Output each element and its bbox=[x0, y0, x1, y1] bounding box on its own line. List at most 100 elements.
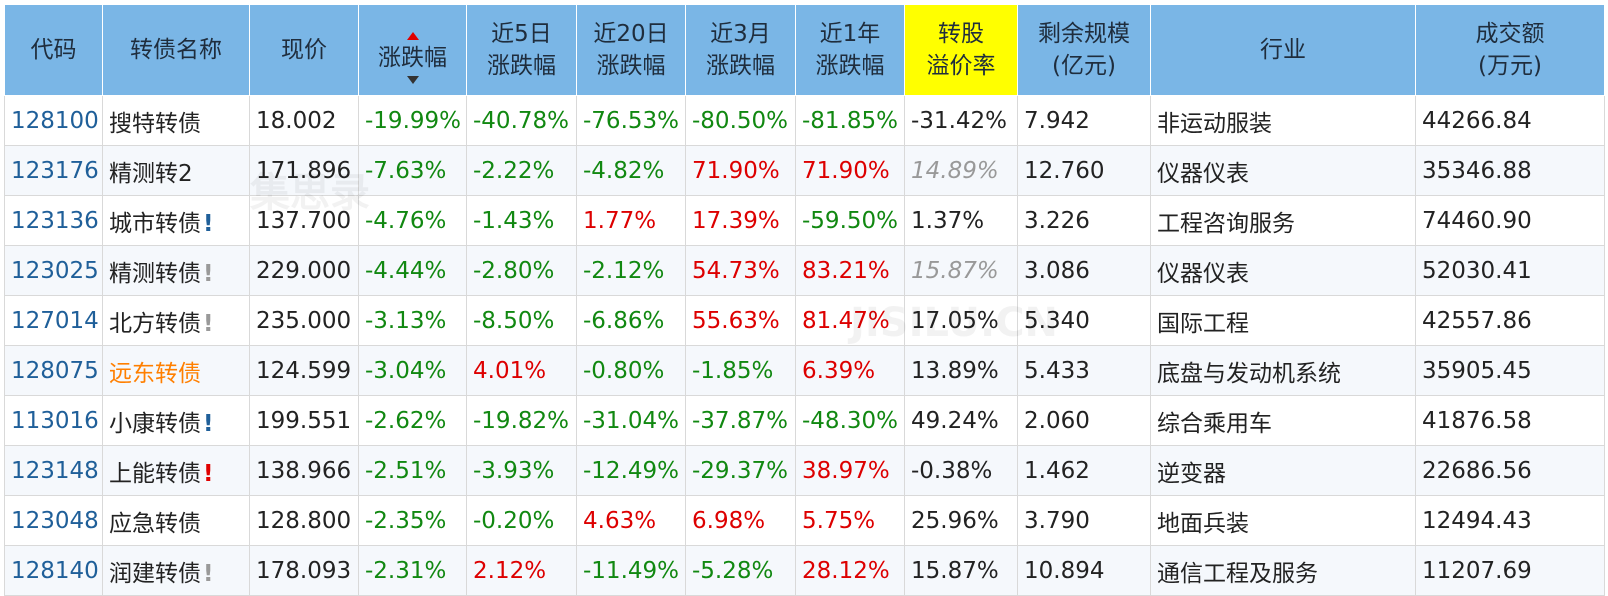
alert-flag-icon[interactable]: ! bbox=[203, 310, 214, 337]
col-header-scale[interactable]: 剩余规模 (亿元) bbox=[1017, 4, 1151, 96]
table-row[interactable]: 123148 上能转债! 138.966 -2.51% -3.93% -12.4… bbox=[4, 445, 1605, 496]
volume-cell: 42557.86 bbox=[1415, 295, 1605, 346]
table-row[interactable]: 123176 精测转2 171.896 -7.63% -2.22% -4.82%… bbox=[4, 145, 1605, 196]
change-cell: -3.13% bbox=[358, 295, 467, 346]
bond-code[interactable]: 113016 bbox=[4, 395, 103, 446]
col-header-1y[interactable]: 近1年 涨跌幅 bbox=[795, 4, 905, 96]
table-row[interactable]: 128075 远东转债 124.599 -3.04% 4.01% -0.80% … bbox=[4, 345, 1605, 396]
alert-flag-icon[interactable]: ! bbox=[203, 210, 214, 237]
volume-cell: 44266.84 bbox=[1415, 95, 1605, 146]
change-20d-cell: -6.86% bbox=[576, 295, 686, 346]
volume-cell: 35346.88 bbox=[1415, 145, 1605, 196]
bond-code[interactable]: 128140 bbox=[4, 545, 103, 596]
change-1y-cell: -48.30% bbox=[795, 395, 905, 446]
table-row[interactable]: 128140 润建转债! 178.093 -2.31% 2.12% -11.49… bbox=[4, 545, 1605, 596]
col-header-20d[interactable]: 近20日 涨跌幅 bbox=[576, 4, 686, 96]
change-5d-cell: -8.50% bbox=[466, 295, 577, 346]
col-header-3m[interactable]: 近3月 涨跌幅 bbox=[685, 4, 796, 96]
col-header-price-label: 现价 bbox=[281, 37, 327, 63]
bond-name[interactable]: 精测转债! bbox=[102, 245, 250, 296]
table-row[interactable]: 113016 小康转债! 199.551 -2.62% -19.82% -31.… bbox=[4, 395, 1605, 446]
bond-name[interactable]: 城市转债! bbox=[102, 195, 250, 246]
col-header-name[interactable]: 转债名称 bbox=[102, 4, 250, 96]
bond-name-text[interactable]: 城市转债 bbox=[109, 210, 201, 237]
table-row[interactable]: 123136 城市转债! 137.700 -4.76% -1.43% 1.77%… bbox=[4, 195, 1605, 246]
table-row[interactable]: 127014 北方转债! 235.000 -3.13% -8.50% -6.86… bbox=[4, 295, 1605, 346]
industry-cell: 通信工程及服务 bbox=[1150, 545, 1416, 596]
col-header-price[interactable]: 现价 bbox=[249, 4, 359, 96]
bond-code[interactable]: 128075 bbox=[4, 345, 103, 396]
bond-name-text[interactable]: 小康转债 bbox=[109, 410, 201, 437]
bond-name-text[interactable]: 上能转债 bbox=[109, 460, 201, 487]
bond-name-text[interactable]: 应急转债 bbox=[109, 510, 201, 537]
bond-code[interactable]: 128100 bbox=[4, 95, 103, 146]
table-row[interactable]: 123025 精测转债! 229.000 -4.44% -2.80% -2.12… bbox=[4, 245, 1605, 296]
bond-code[interactable]: 127014 bbox=[4, 295, 103, 346]
bond-name[interactable]: 精测转2 bbox=[102, 145, 250, 196]
col-header-volume-line1: 成交额 bbox=[1475, 21, 1545, 47]
bond-name-text[interactable]: 精测转债 bbox=[109, 260, 201, 287]
change-1y-cell: 28.12% bbox=[795, 545, 905, 596]
scale-cell: 1.462 bbox=[1017, 445, 1151, 496]
bond-code[interactable]: 123148 bbox=[4, 445, 103, 496]
col-header-1y-line1: 近1年 bbox=[819, 21, 881, 47]
bond-code[interactable]: 123176 bbox=[4, 145, 103, 196]
industry-cell: 仪器仪表 bbox=[1150, 145, 1416, 196]
change-1y-cell: -59.50% bbox=[795, 195, 905, 246]
change-3m-cell: -5.28% bbox=[685, 545, 796, 596]
sort-down-icon[interactable] bbox=[406, 75, 419, 84]
alert-flag-icon[interactable]: ! bbox=[203, 460, 214, 487]
change-3m-cell: 55.63% bbox=[685, 295, 796, 346]
alert-flag-icon[interactable]: ! bbox=[203, 410, 214, 437]
col-header-5d[interactable]: 近5日 涨跌幅 bbox=[466, 4, 577, 96]
price-cell: 235.000 bbox=[249, 295, 359, 346]
col-header-code-label: 代码 bbox=[30, 37, 77, 63]
bond-name-text[interactable]: 远东转债 bbox=[109, 360, 201, 387]
premium-cell: -31.42% bbox=[904, 95, 1018, 146]
change-cell: -3.04% bbox=[358, 345, 467, 396]
col-header-change[interactable]: 涨跌幅 bbox=[358, 4, 467, 96]
bond-name[interactable]: 小康转债! bbox=[102, 395, 250, 446]
col-header-code[interactable]: 代码 bbox=[4, 4, 103, 96]
change-cell: -2.62% bbox=[358, 395, 467, 446]
change-5d-cell: -2.22% bbox=[466, 145, 577, 196]
col-header-industry[interactable]: 行业 bbox=[1150, 4, 1416, 96]
price-cell: 199.551 bbox=[249, 395, 359, 446]
bond-name[interactable]: 应急转债 bbox=[102, 495, 250, 546]
change-5d-cell: 4.01% bbox=[466, 345, 577, 396]
change-3m-cell: -29.37% bbox=[685, 445, 796, 496]
change-5d-cell: -1.43% bbox=[466, 195, 577, 246]
bond-name[interactable]: 润建转债! bbox=[102, 545, 250, 596]
industry-cell: 逆变器 bbox=[1150, 445, 1416, 496]
volume-cell: 12494.43 bbox=[1415, 495, 1605, 546]
change-3m-cell: -37.87% bbox=[685, 395, 796, 446]
bond-name-text[interactable]: 润建转债 bbox=[109, 560, 201, 587]
bond-name-text[interactable]: 搜特转债 bbox=[109, 110, 201, 137]
change-20d-cell: -31.04% bbox=[576, 395, 686, 446]
bond-code[interactable]: 123048 bbox=[4, 495, 103, 546]
bond-name[interactable]: 搜特转债 bbox=[102, 95, 250, 146]
change-1y-cell: 81.47% bbox=[795, 295, 905, 346]
col-header-premium[interactable]: 转股 溢价率 bbox=[904, 4, 1018, 96]
sort-up-icon[interactable] bbox=[406, 31, 419, 40]
bond-name[interactable]: 远东转债 bbox=[102, 345, 250, 396]
table-row[interactable]: 123048 应急转债 128.800 -2.35% -0.20% 4.63% … bbox=[4, 495, 1605, 546]
bond-name[interactable]: 上能转债! bbox=[102, 445, 250, 496]
alert-flag-icon[interactable]: ! bbox=[203, 560, 214, 587]
bond-code[interactable]: 123136 bbox=[4, 195, 103, 246]
change-cell: -2.35% bbox=[358, 495, 467, 546]
premium-cell: -0.38% bbox=[904, 445, 1018, 496]
scale-cell: 5.340 bbox=[1017, 295, 1151, 346]
change-20d-cell: -0.80% bbox=[576, 345, 686, 396]
change-1y-cell: 83.21% bbox=[795, 245, 905, 296]
table-row[interactable]: 128100 搜特转债 18.002 -19.99% -40.78% -76.5… bbox=[4, 95, 1605, 146]
alert-flag-icon[interactable]: ! bbox=[203, 260, 214, 287]
col-header-change-label: 涨跌幅 bbox=[378, 44, 447, 71]
bond-name-text[interactable]: 北方转债 bbox=[109, 310, 201, 337]
bond-name[interactable]: 北方转债! bbox=[102, 295, 250, 346]
premium-cell: 1.37% bbox=[904, 195, 1018, 246]
change-3m-cell: 71.90% bbox=[685, 145, 796, 196]
bond-code[interactable]: 123025 bbox=[4, 245, 103, 296]
col-header-volume[interactable]: 成交额 (万元) bbox=[1415, 4, 1605, 96]
bond-name-text[interactable]: 精测转2 bbox=[109, 160, 193, 187]
